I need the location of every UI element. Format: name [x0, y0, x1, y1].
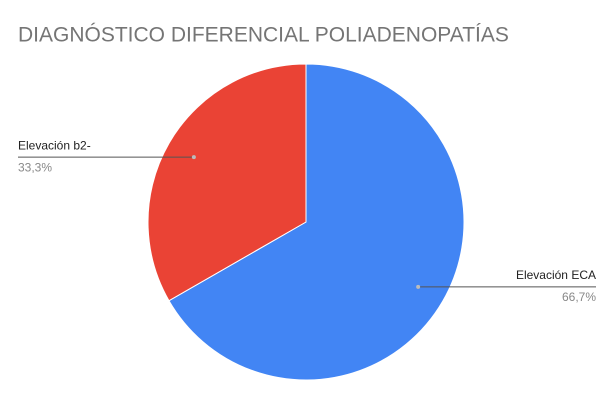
leader-dot: [416, 284, 421, 289]
slice-value: 33,3%: [18, 160, 52, 174]
slice-label: Elevación ECA: [516, 268, 596, 282]
chart-title: DIAGNÓSTICO DIFERENCIAL POLIADENOPATÍAS: [18, 24, 509, 47]
leader-dot: [191, 155, 196, 160]
slice-label: Elevación b2-: [18, 138, 91, 152]
pie-slice: [168, 63, 465, 381]
slice-value: 66,7%: [562, 290, 596, 304]
pie-slice: [147, 63, 307, 302]
